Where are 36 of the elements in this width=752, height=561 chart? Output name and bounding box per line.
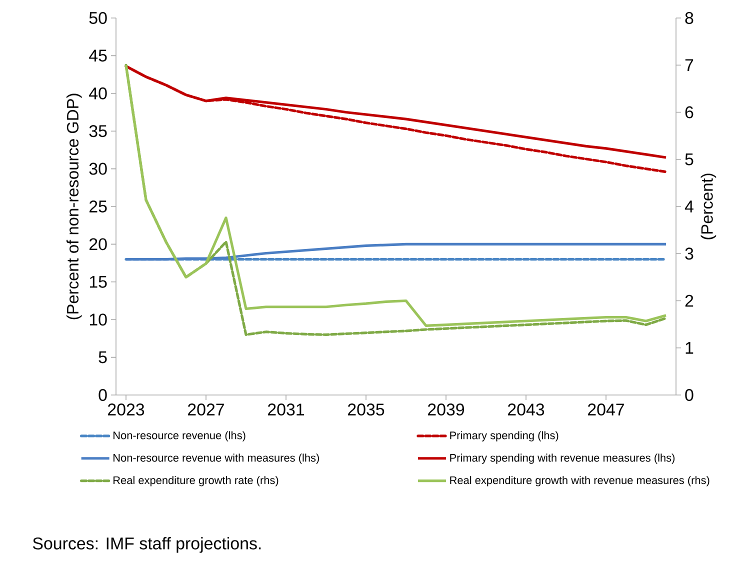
y-tick-label: 25 (90, 200, 107, 212)
legend-label: Non-resource revenue (lhs) (114, 431, 246, 442)
y-tick-label: 0 (98, 389, 107, 401)
y-tick-label: 10 (90, 314, 107, 326)
y2-tick-label: 0 (685, 389, 694, 401)
y2-tick-label: 8 (685, 12, 694, 24)
y2-tick-label: 2 (685, 294, 694, 307)
y2-tick-label: 4 (684, 200, 694, 212)
x-tick-label: 2035 (348, 404, 384, 416)
y-tick-label: 35 (89, 125, 107, 138)
y2-tick-label: 5 (685, 153, 694, 166)
x-tick-label: 2031 (268, 404, 304, 416)
legend-label: Primary spending (lhs) (450, 431, 558, 442)
source-note: Sources: IMF staff projections. (32, 537, 261, 553)
x-tick-label: 2047 (588, 404, 624, 416)
y2-axis-title: (Percent) (700, 174, 716, 240)
x-tick-label: 2027 (188, 404, 224, 416)
y-tick-label: 20 (90, 238, 107, 250)
x-tick-label: 2043 (508, 404, 544, 416)
legend-label: Real expenditure growth with revenue measures (rhs) (450, 476, 710, 486)
y-tick-label: 40 (89, 87, 107, 100)
y-tick-label: 45 (89, 50, 107, 62)
legend-label: Primary spending with revenue measures (lhs) (450, 454, 675, 464)
y-tick-label: 5 (98, 351, 107, 364)
legend-label: Non-resource revenue with measures (lhs) (114, 454, 319, 464)
x-tick-label: 2039 (428, 404, 464, 416)
legend-label: Real expenditure growth rate (rhs) (114, 476, 278, 486)
y-tick-label: 50 (89, 12, 107, 24)
y-tick-label: 15 (90, 276, 107, 288)
y-tick-label: 30 (89, 162, 107, 175)
y2-tick-label: 1 (686, 342, 694, 354)
y2-tick-label: 7 (685, 59, 694, 71)
y2-tick-label: 6 (685, 106, 694, 118)
x-tick-label: 2023 (108, 404, 144, 416)
y-axis-title: (Percent of non-resource GDP) (66, 94, 82, 320)
y2-tick-label: 3 (685, 248, 694, 260)
